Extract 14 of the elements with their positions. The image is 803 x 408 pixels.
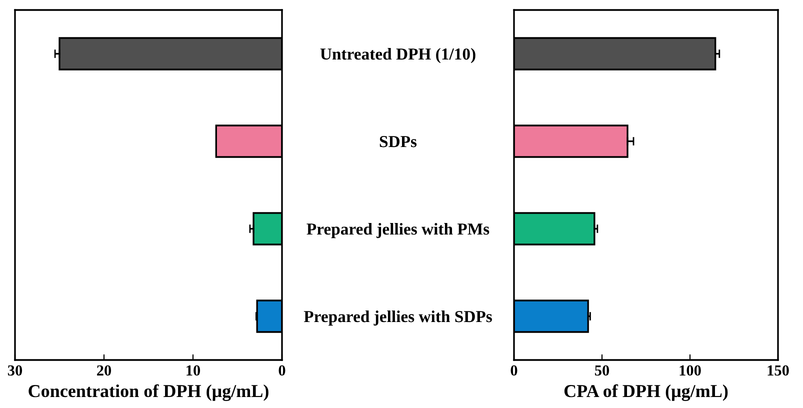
y-tick-label: SDPs bbox=[380, 136, 417, 148]
x-tick-label: 30 bbox=[8, 365, 22, 376]
x-axis-title: Concentration of DPH (μg/mL) bbox=[28, 384, 268, 401]
x-tick-label: 50 bbox=[594, 365, 610, 376]
x-tick-label: 20 bbox=[97, 365, 112, 376]
x-axis-title: CPA of DPH (μg/mL) bbox=[564, 384, 728, 401]
y-tick-label: Prepared jellies with PMs bbox=[306, 222, 490, 238]
x-tick-label: 0 bbox=[510, 365, 518, 376]
x-tick-label: 10 bbox=[186, 365, 200, 376]
x-tick-label: 150 bbox=[768, 365, 789, 376]
y-tick-label: Untreated DPH (1/10) bbox=[320, 48, 476, 64]
x-tick-label: 100 bbox=[680, 365, 701, 376]
y-tick-label: Prepared jellies with SDPs bbox=[304, 310, 492, 326]
x-tick-label: 0 bbox=[278, 365, 286, 376]
